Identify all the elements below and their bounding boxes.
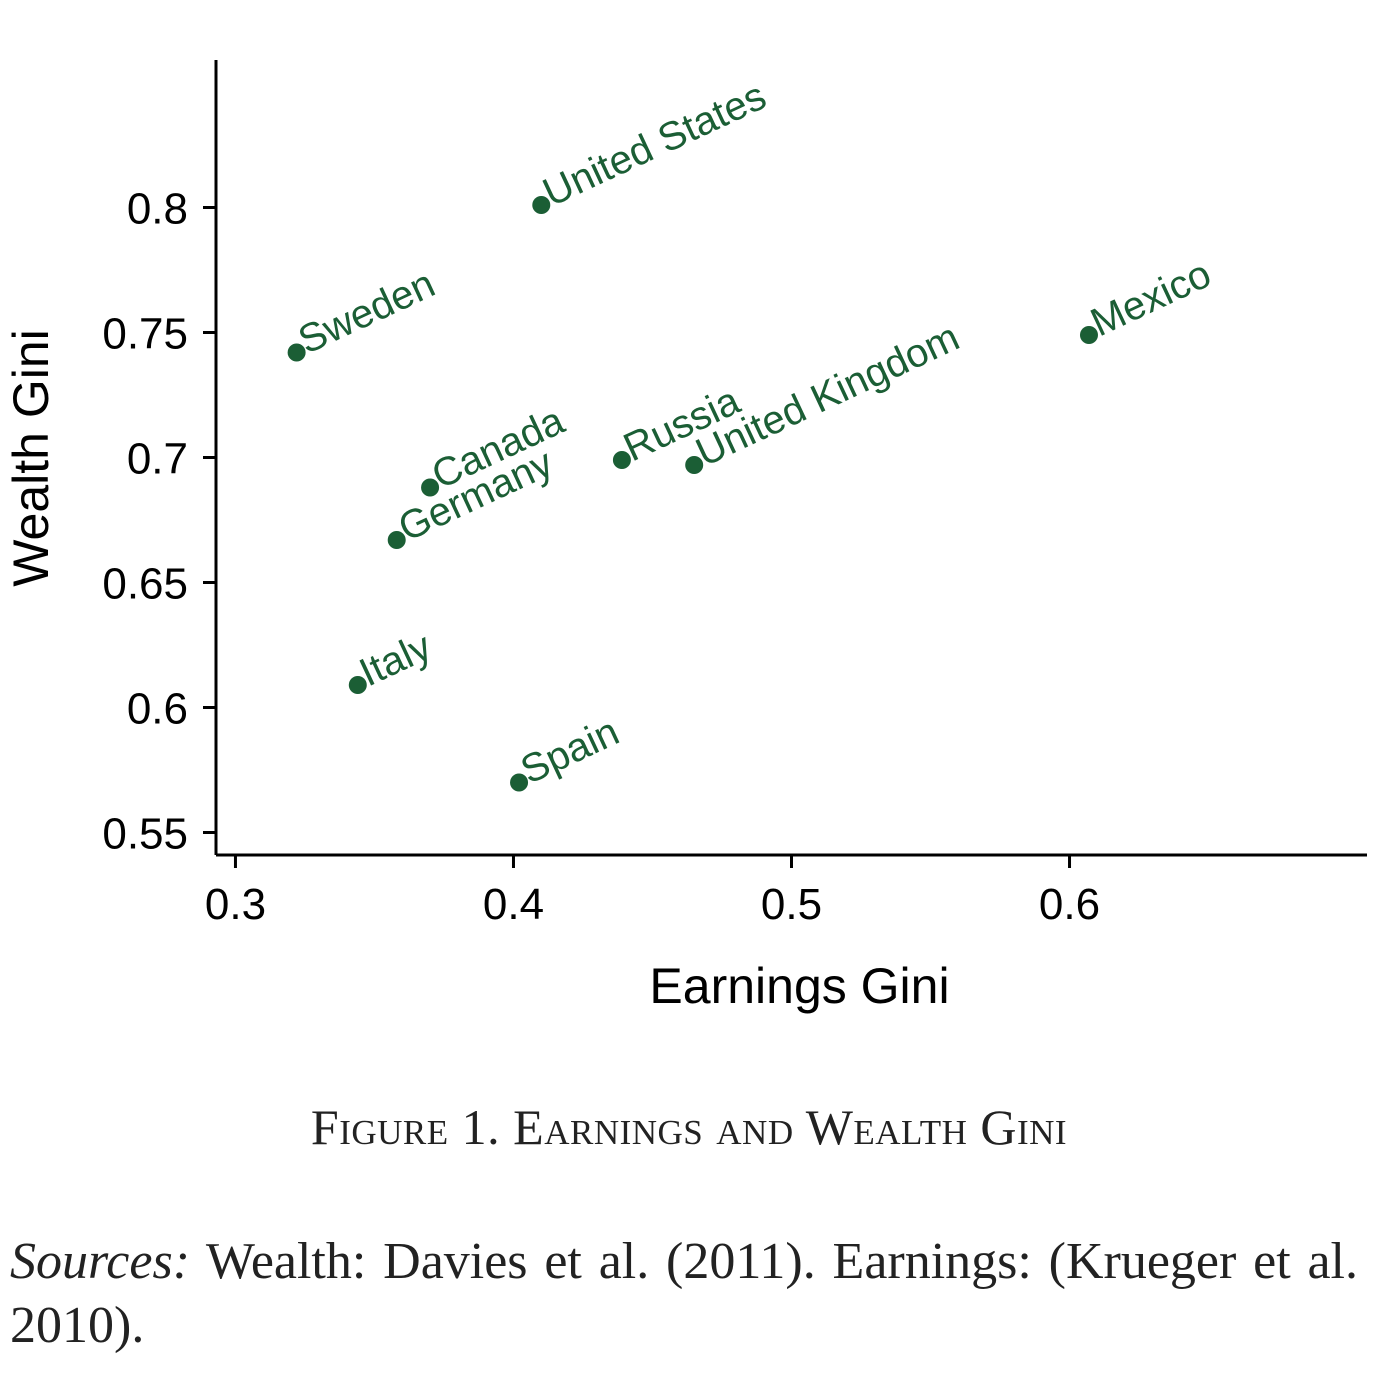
data-point (510, 773, 529, 792)
sources-text: Wealth: Davies et al. (2011). Earnings: … (10, 1233, 1358, 1354)
point-label: United States (536, 74, 772, 215)
data-point (287, 343, 306, 362)
data-point (532, 196, 551, 214)
sources-lead: Sources: (10, 1233, 191, 1290)
point-label: Italy (353, 624, 438, 695)
data-point (1079, 326, 1098, 344)
x-tick-label: 0.5 (761, 880, 822, 929)
y-axis-label: Wealth Gini (3, 329, 59, 587)
figure-caption: Figure 1. Earnings and Wealth Gini (310, 1099, 1068, 1155)
point-label: Sweden (292, 262, 442, 363)
data-point (685, 456, 704, 474)
y-tick-label: 0.7 (127, 435, 188, 484)
sources-note: Sources: Wealth: Davies et al. (2011). E… (10, 1230, 1358, 1358)
data-point (387, 531, 406, 549)
y-tick-label: 0.55 (102, 810, 188, 859)
x-tick-label: 0.4 (483, 880, 544, 929)
data-point (348, 676, 367, 694)
y-tick-label: 0.8 (127, 185, 188, 234)
x-tick-label: 0.3 (205, 880, 266, 929)
y-ticks: 0.55 0.6 0.65 0.7 0.75 0.8 (102, 185, 216, 859)
y-tick-label: 0.65 (102, 560, 188, 609)
x-ticks: 0.3 0.4 0.5 0.6 (205, 855, 1100, 929)
point-label: Spain (514, 710, 625, 793)
y-tick-label: 0.6 (127, 685, 188, 734)
scatter-chart: 0.3 0.4 0.5 0.6 0.55 0.6 0.65 0.7 0.75 0.8 Unite… (3, 60, 1367, 1014)
y-tick-label: 0.75 (102, 310, 188, 359)
data-point (612, 451, 631, 469)
point-label: Mexico (1084, 252, 1217, 345)
axes (214, 60, 1367, 857)
x-axis-label: Earnings Gini (649, 958, 949, 1014)
x-tick-label: 0.6 (1039, 880, 1100, 929)
data-point (421, 478, 440, 497)
